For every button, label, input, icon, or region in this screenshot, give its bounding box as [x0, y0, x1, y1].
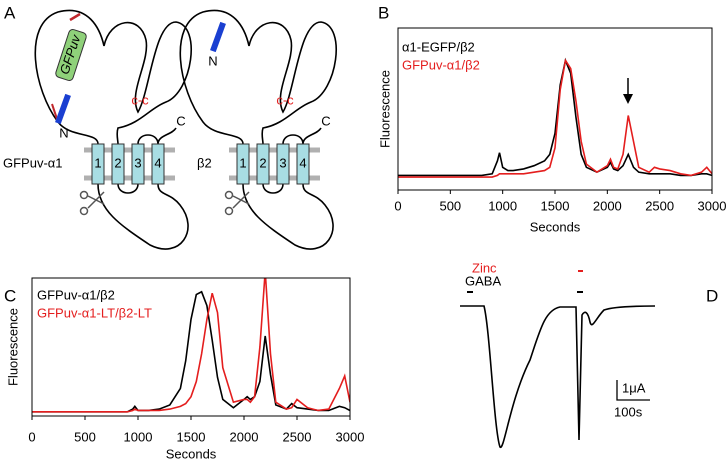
- extracellular-loop: [179, 9, 337, 145]
- panel-label: B: [378, 3, 389, 22]
- helix: [91, 143, 105, 185]
- y-axis-label: Fluorescence: [377, 70, 392, 148]
- y-axis-label: Fluorescence: [5, 308, 20, 386]
- receptor-beta2: N C c-c β2 1 2 3 4: [179, 9, 337, 250]
- n-terminus: N: [208, 53, 217, 68]
- x-tick-label: 0: [394, 198, 401, 213]
- scissors: [224, 190, 250, 216]
- x-axis-label: Seconds: [166, 446, 217, 461]
- panel-label: D: [706, 286, 718, 305]
- x-tick-label: 2000: [230, 429, 259, 444]
- panel-label: C: [4, 286, 16, 305]
- scale-bar: [616, 380, 650, 401]
- helix-label: 2: [114, 155, 121, 170]
- x-tick-label: 1000: [124, 429, 153, 444]
- scale-label: 1μA: [622, 380, 646, 395]
- legend-entry: GFPuv-α1-LT/β2-LT: [37, 305, 152, 320]
- red-segment: [69, 12, 81, 22]
- helix-label: 1: [239, 155, 246, 170]
- helix: [151, 143, 165, 185]
- loops: [242, 127, 334, 250]
- data-line: [32, 290, 350, 413]
- x-tick-label: 500: [439, 198, 461, 213]
- receptor-name: β2: [197, 155, 212, 170]
- legend-entry: GFPuv-α1/β2: [402, 57, 480, 72]
- x-tick-label: 3000: [336, 429, 365, 444]
- n-terminus: N: [59, 125, 68, 140]
- gfp-box: [55, 28, 87, 82]
- helix: [131, 143, 145, 185]
- x-tick-label: 1500: [177, 429, 206, 444]
- helix: [236, 143, 250, 185]
- current-trace-panel: Zinc GABA 1μA 100s: [460, 260, 656, 448]
- x-tick-label: 0: [28, 429, 35, 444]
- helix: [296, 143, 310, 185]
- x-axis-label: Seconds: [530, 219, 581, 234]
- data-line: [398, 57, 712, 177]
- extracellular-loop: [34, 9, 192, 145]
- x-tick-label: 1500: [541, 198, 570, 213]
- current-trace: [460, 305, 656, 448]
- helix-label: 3: [279, 155, 286, 170]
- trace-label: GABA: [465, 273, 501, 288]
- bond: c-c: [131, 92, 149, 107]
- legend-entry: GFPuv-α1/β2: [37, 287, 115, 302]
- trace-label: Zinc: [472, 260, 497, 275]
- x-tick-label: 500: [74, 429, 96, 444]
- c-terminus: C: [321, 113, 330, 128]
- helix: [256, 143, 270, 185]
- data-line: [398, 58, 712, 178]
- x-tick-label: 2000: [593, 198, 622, 213]
- helix: [276, 143, 290, 185]
- helix: [111, 143, 125, 185]
- x-tick-label: 3000: [698, 198, 727, 213]
- n-term-bar: [210, 21, 226, 53]
- helix-label: 4: [154, 155, 161, 170]
- scale-label: 100s: [614, 404, 643, 419]
- n-term-bar: [55, 93, 71, 125]
- helix-label: 2: [259, 155, 266, 170]
- helix-label: 1: [94, 155, 101, 170]
- x-tick-label: 1000: [488, 198, 517, 213]
- x-tick-label: 2500: [283, 429, 312, 444]
- helix-label: 3: [134, 155, 141, 170]
- c-terminus: C: [176, 113, 185, 128]
- x-tick-label: 2500: [645, 198, 674, 213]
- panel-label: A: [4, 3, 16, 22]
- scissors: [79, 190, 105, 216]
- receptor-alpha1: GFPuv N C c-c GFPuv-α1 1 2 3 4: [3, 9, 192, 250]
- loops: [97, 127, 189, 250]
- bond: c-c: [276, 92, 294, 107]
- arrow: [623, 78, 633, 104]
- helix-label: 4: [299, 155, 306, 170]
- receptor-name: GFPuv-α1: [3, 155, 63, 170]
- data-line: [32, 278, 350, 413]
- legend-entry: α1-EGFP/β2: [402, 39, 475, 54]
